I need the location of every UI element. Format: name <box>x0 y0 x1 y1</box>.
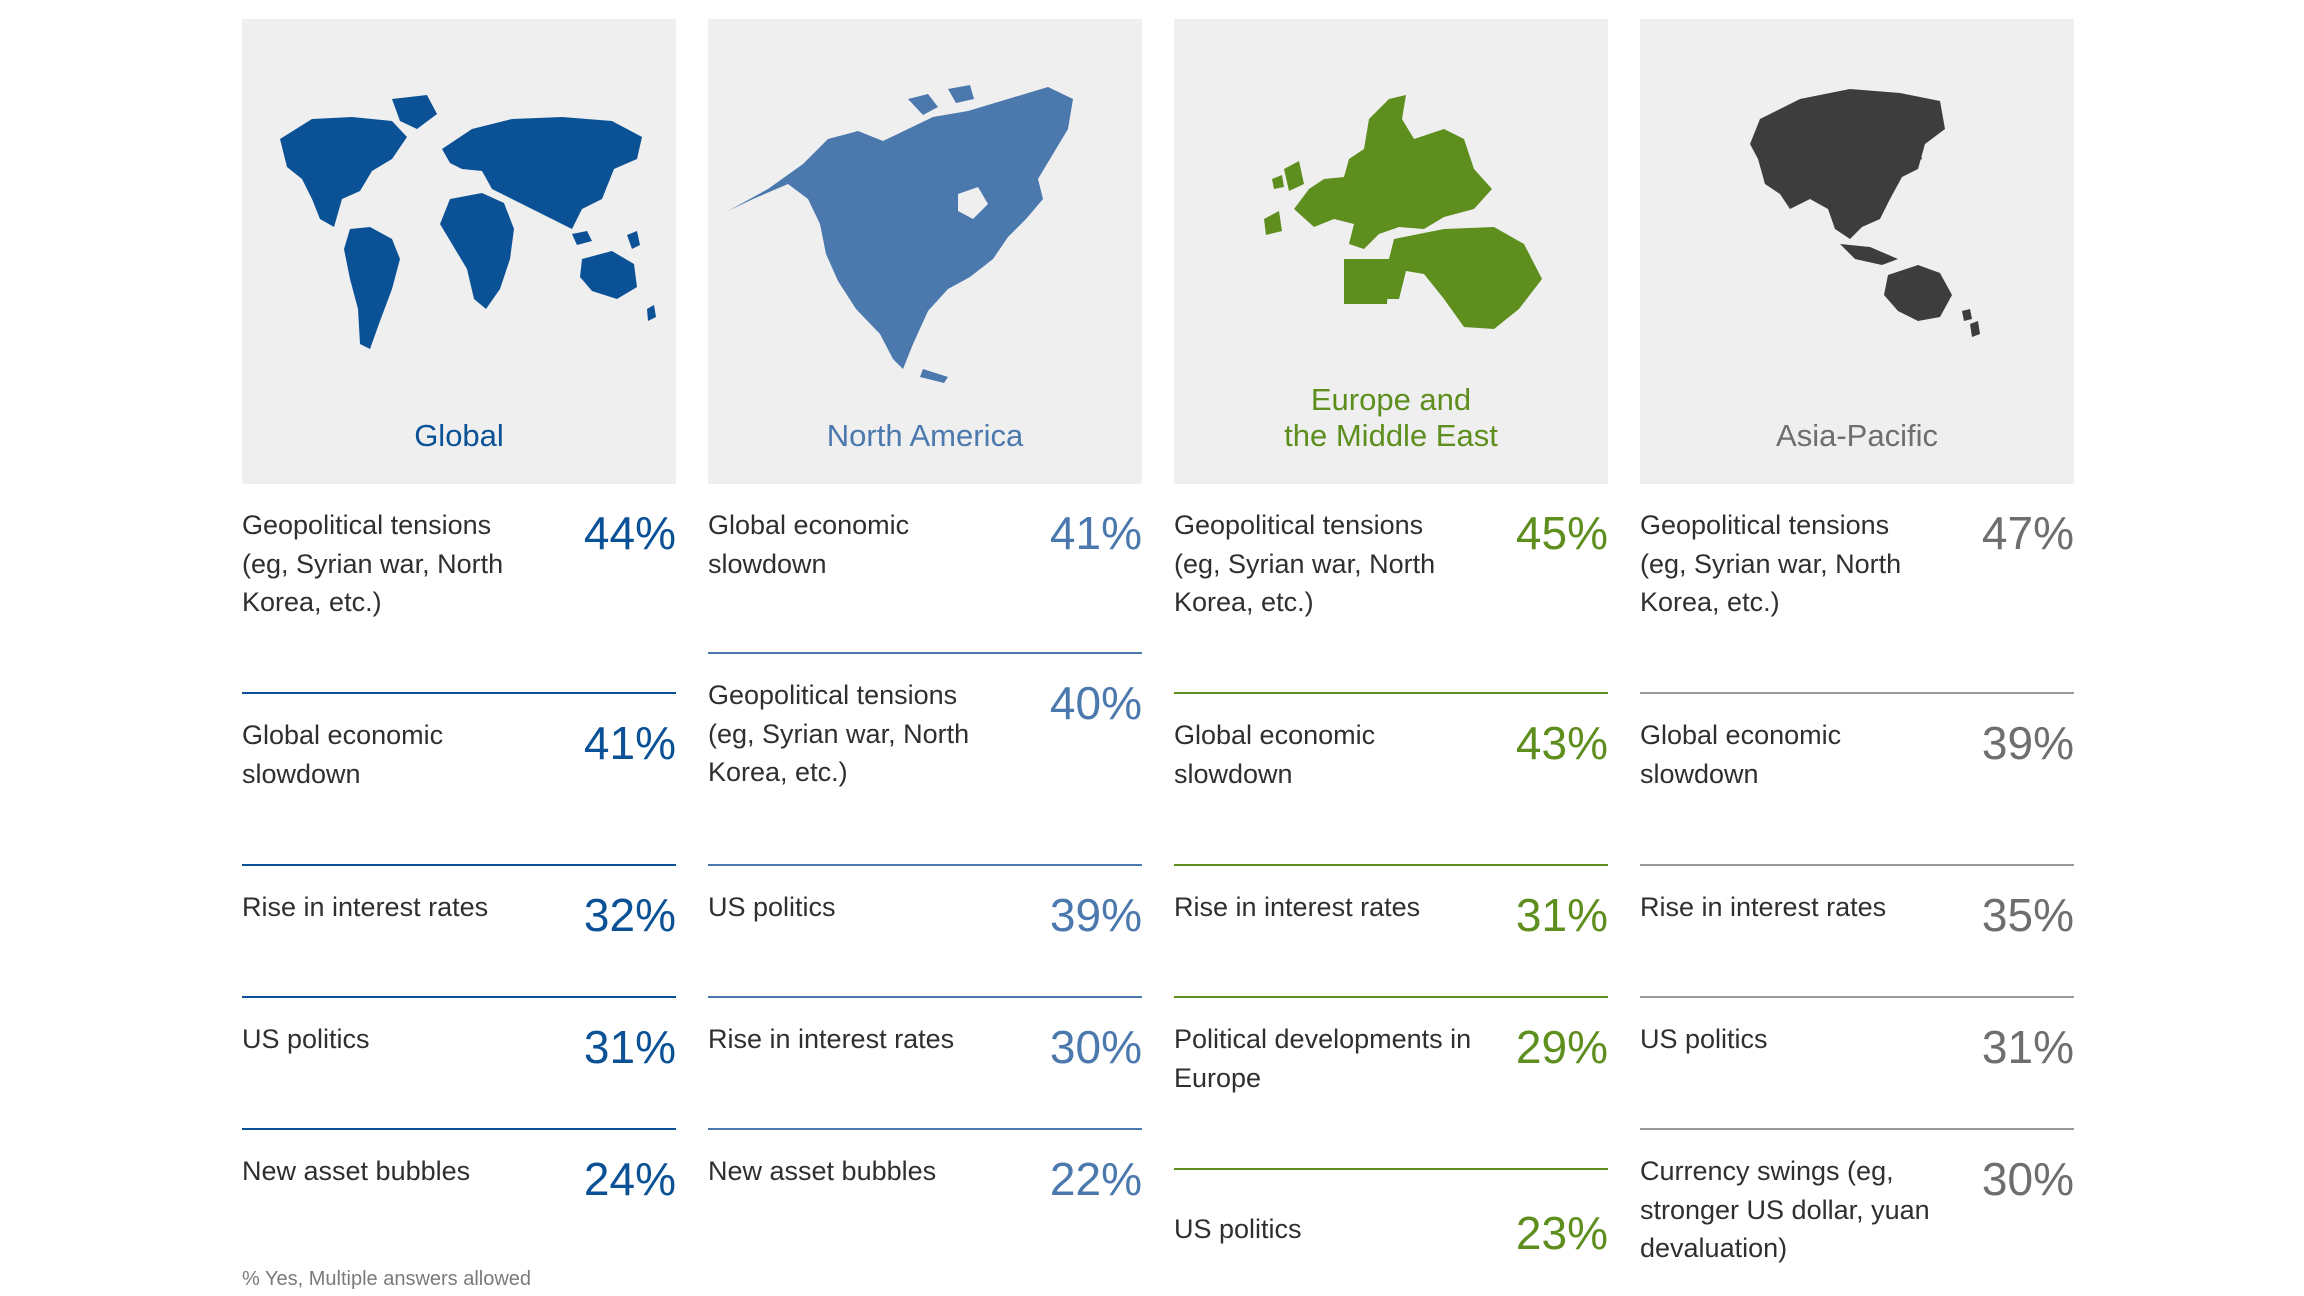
table-row: Rise in interest rates 31% <box>1174 866 1608 998</box>
table-row: Political developments in Europe 29% <box>1174 998 1608 1170</box>
region-panel: Europe and the Middle East <box>1174 19 1608 484</box>
risk-percentage: 31% <box>1981 1021 2074 1073</box>
table-row: Currency swings (eg, stronger US dollar,… <box>1640 1130 2074 1280</box>
risk-label: US politics <box>1640 1024 1768 1054</box>
region-column-north-america: North America Global economic slowdown 4… <box>708 19 1142 1260</box>
risk-percentage: 39% <box>1981 717 2074 769</box>
risk-label: Geopolitical tensions (eg, Syrian war, N… <box>708 680 970 787</box>
risk-label: New asset bubbles <box>242 1156 471 1186</box>
risk-label: Global economic slowdown <box>708 510 910 579</box>
risk-percentage: 43% <box>1515 717 1608 769</box>
table-row: Global economic slowdown 43% <box>1174 694 1608 866</box>
region-panel: Asia-Pacific <box>1640 19 2074 484</box>
table-row: US politics 39% <box>708 866 1142 998</box>
risk-label: Political developments in Europe <box>1174 1024 1472 1093</box>
footnote: % Yes, Multiple answers allowed <box>242 1268 532 1290</box>
table-row: Geopolitical tensions (eg, Syrian war, N… <box>242 484 676 694</box>
region-title: Asia-Pacific <box>1776 418 1938 453</box>
table-row: Global economic slowdown 41% <box>708 484 1142 654</box>
risk-percentage: 35% <box>1981 889 2074 941</box>
region-title: North America <box>826 418 1024 453</box>
risk-label: Global economic slowdown <box>1640 720 1842 789</box>
table-row: US politics 31% <box>1640 998 2074 1130</box>
region-column-asia-pacific: Asia-Pacific Geopolitical tensions (eg, … <box>1640 19 2074 1280</box>
table-row: New asset bubbles 22% <box>708 1130 1142 1260</box>
risk-label: US politics <box>708 892 836 922</box>
table-row: New asset bubbles 24% <box>242 1130 676 1260</box>
risk-percentage: 47% <box>1981 507 2074 559</box>
region-title: Global <box>414 418 504 453</box>
risk-label: Currency swings (eg, stronger US dollar,… <box>1640 1156 1930 1263</box>
region-column-global: Global Geopolitical tensions (eg, Syrian… <box>242 19 676 1260</box>
risk-percentage: 45% <box>1515 507 1608 559</box>
risk-percentage: 23% <box>1515 1207 1608 1259</box>
region-panel: Global <box>242 19 676 484</box>
table-row: US politics 23% <box>1174 1170 1608 1290</box>
table-row: Rise in interest rates 30% <box>708 998 1142 1130</box>
north-america-map-icon <box>728 85 1073 383</box>
risk-percentage: 30% <box>1981 1153 2074 1205</box>
risk-label: Rise in interest rates <box>708 1024 955 1054</box>
risk-label: Geopolitical tensions (eg, Syrian war, N… <box>242 510 504 617</box>
risk-percentage: 44% <box>583 507 676 559</box>
risk-label: Geopolitical tensions (eg, Syrian war, N… <box>1174 510 1436 617</box>
europe-middle-east-map-icon <box>1264 95 1542 329</box>
table-row: Rise in interest rates 35% <box>1640 866 2074 998</box>
risk-label: US politics <box>1174 1214 1302 1244</box>
risk-percentage: 32% <box>583 889 676 941</box>
region-panel: North America <box>708 19 1142 484</box>
risk-percentage: 22% <box>1049 1153 1142 1205</box>
region-column-europe-middle-east: Europe and the Middle East Geopolitical … <box>1174 19 1608 1290</box>
table-row: Geopolitical tensions (eg, Syrian war, N… <box>1640 484 2074 694</box>
risk-percentage: 31% <box>583 1021 676 1073</box>
risk-percentage: 40% <box>1049 677 1142 729</box>
risk-percentage: 39% <box>1049 889 1142 941</box>
risk-label: Rise in interest rates <box>1174 892 1421 922</box>
risk-label: US politics <box>242 1024 370 1054</box>
risk-percentage: 31% <box>1515 889 1608 941</box>
asia-pacific-map-icon <box>1750 89 1980 337</box>
table-row: Geopolitical tensions (eg, Syrian war, N… <box>1174 484 1608 694</box>
risk-percentage: 30% <box>1049 1021 1142 1073</box>
table-row: US politics 31% <box>242 998 676 1130</box>
world-map-icon <box>280 95 656 349</box>
risk-label: Rise in interest rates <box>242 892 489 922</box>
table-row: Geopolitical tensions (eg, Syrian war, N… <box>708 654 1142 866</box>
region-title: Europe and the Middle East <box>1284 382 1498 453</box>
risk-label: New asset bubbles <box>708 1156 937 1186</box>
risk-percentage: 41% <box>1049 507 1142 559</box>
table-row: Global economic slowdown 41% <box>242 694 676 866</box>
risk-percentage: 29% <box>1515 1021 1608 1073</box>
risk-label: Global economic slowdown <box>1174 720 1376 789</box>
risk-label: Geopolitical tensions (eg, Syrian war, N… <box>1640 510 1902 617</box>
risk-percentage: 24% <box>583 1153 676 1205</box>
table-row: Global economic slowdown 39% <box>1640 694 2074 866</box>
risk-percentage: 41% <box>583 717 676 769</box>
risk-label: Global economic slowdown <box>242 720 444 789</box>
table-row: Rise in interest rates 32% <box>242 866 676 998</box>
risk-label: Rise in interest rates <box>1640 892 1887 922</box>
